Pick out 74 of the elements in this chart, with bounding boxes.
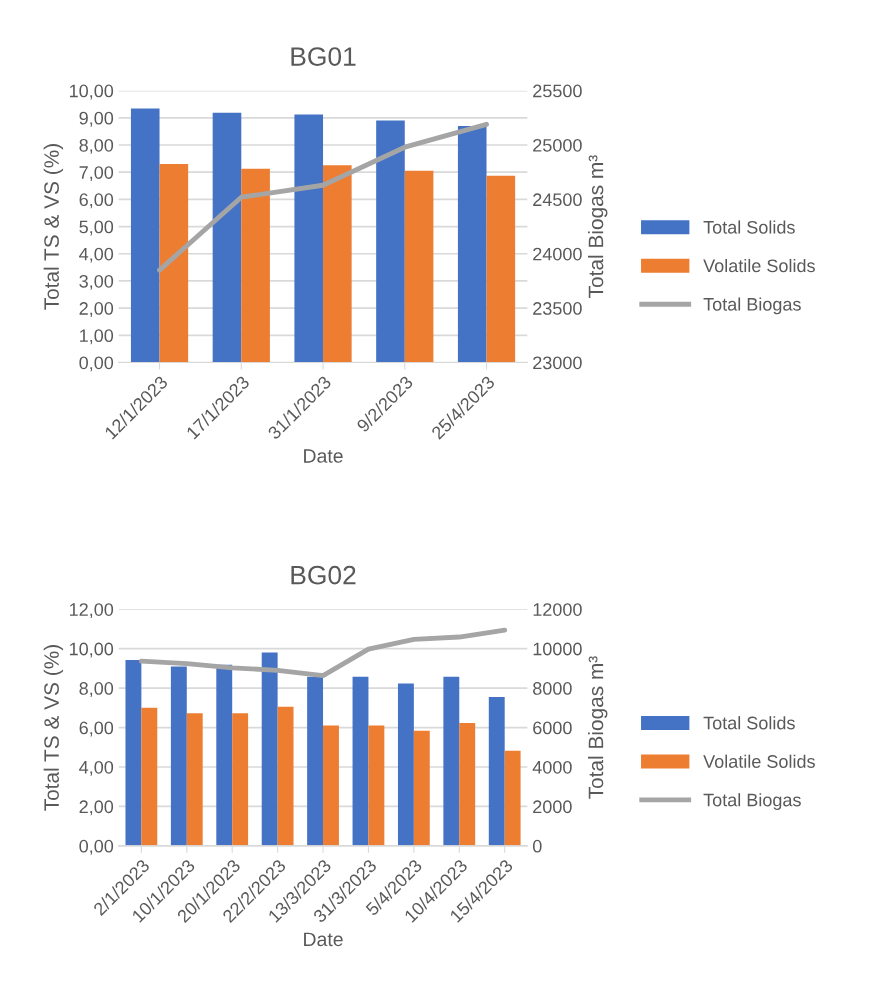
bar bbox=[141, 707, 158, 846]
y2-tick-label: 0 bbox=[532, 839, 542, 853]
bar bbox=[504, 750, 521, 846]
y-tick-label: 3,00 bbox=[79, 274, 114, 290]
y-tick-label: 4,00 bbox=[79, 247, 114, 263]
y-tick-label: 12,00 bbox=[70, 603, 114, 619]
bar bbox=[212, 112, 242, 363]
y2-tick-label: 25000 bbox=[533, 138, 582, 152]
bar bbox=[486, 175, 516, 363]
bar bbox=[459, 723, 476, 846]
chart-title: BG01 bbox=[291, 47, 356, 66]
legend-label: Total Biogas bbox=[703, 793, 801, 810]
bar bbox=[159, 164, 189, 363]
bar bbox=[307, 676, 324, 846]
bar bbox=[125, 660, 142, 846]
y-tick-label: 8,00 bbox=[79, 682, 114, 697]
y2-tick-label: 23000 bbox=[533, 356, 582, 370]
y-tick-label: 7,00 bbox=[79, 166, 114, 182]
y2-tick-label: 12000 bbox=[533, 603, 582, 616]
bar bbox=[130, 108, 160, 363]
y-tick-label: 4,00 bbox=[79, 760, 114, 776]
x-axis-title: Date bbox=[304, 449, 343, 463]
y-tick-label: 2,00 bbox=[79, 800, 114, 816]
bar bbox=[232, 713, 249, 846]
bar bbox=[241, 168, 270, 363]
y-axis-title: Total TS & VS (%) bbox=[43, 645, 64, 811]
y-tick-label: 9,00 bbox=[79, 111, 114, 127]
y-tick-label: 2,00 bbox=[79, 302, 114, 317]
bar bbox=[170, 666, 187, 846]
line-series bbox=[157, 121, 489, 273]
y-tick-label: 6,00 bbox=[79, 193, 114, 209]
legend-label: Total Biogas bbox=[703, 297, 801, 315]
x-axis-title: Date bbox=[304, 932, 343, 947]
bar bbox=[457, 125, 487, 363]
legend-label: Volatile Solids bbox=[703, 754, 815, 768]
chart-title: BG02 bbox=[291, 565, 356, 585]
legend-label: Total Solids bbox=[703, 716, 795, 730]
bar bbox=[397, 683, 414, 846]
y2-axis-title: Total Biogas m³ bbox=[588, 656, 608, 799]
bar bbox=[488, 696, 505, 846]
y2-tick-label: 10000 bbox=[533, 642, 582, 656]
bar bbox=[376, 120, 405, 363]
bar bbox=[277, 706, 294, 846]
y-tick-label: 8,00 bbox=[79, 138, 114, 154]
y2-tick-label: 24000 bbox=[533, 247, 582, 261]
y-tick-label: 6,00 bbox=[79, 721, 114, 737]
y-tick-label: 1,00 bbox=[80, 329, 114, 345]
bar bbox=[323, 165, 352, 363]
y2-tick-label: 24500 bbox=[533, 193, 582, 207]
y-tick-label: 10,00 bbox=[70, 84, 114, 100]
bar bbox=[261, 652, 278, 846]
bar bbox=[368, 725, 385, 846]
line-series bbox=[138, 627, 508, 679]
y2-tick-label: 25500 bbox=[533, 84, 582, 98]
bar bbox=[413, 730, 430, 846]
bar bbox=[323, 725, 339, 846]
y-tick-label: 0,00 bbox=[79, 356, 114, 372]
y2-tick-label: 4000 bbox=[532, 760, 572, 774]
y2-tick-label: 6000 bbox=[533, 721, 572, 735]
y-axis-title: Total TS & VS (%) bbox=[43, 144, 64, 310]
legend-label: Volatile Solids bbox=[703, 258, 815, 273]
bar bbox=[352, 676, 369, 846]
y2-axis-title: Total Biogas m³ bbox=[588, 155, 608, 298]
y-tick-label: 10,00 bbox=[70, 642, 114, 658]
legend-label: Total Solids bbox=[703, 220, 795, 234]
y-tick-label: 5,00 bbox=[79, 220, 114, 236]
bar bbox=[443, 676, 460, 846]
y2-tick-label: 23500 bbox=[533, 302, 582, 315]
y2-tick-label: 2000 bbox=[533, 800, 572, 814]
y-tick-label: 0,00 bbox=[79, 839, 114, 855]
y2-tick-label: 8000 bbox=[533, 682, 572, 695]
bar bbox=[294, 114, 324, 363]
bar bbox=[404, 170, 434, 363]
bar bbox=[186, 713, 203, 846]
